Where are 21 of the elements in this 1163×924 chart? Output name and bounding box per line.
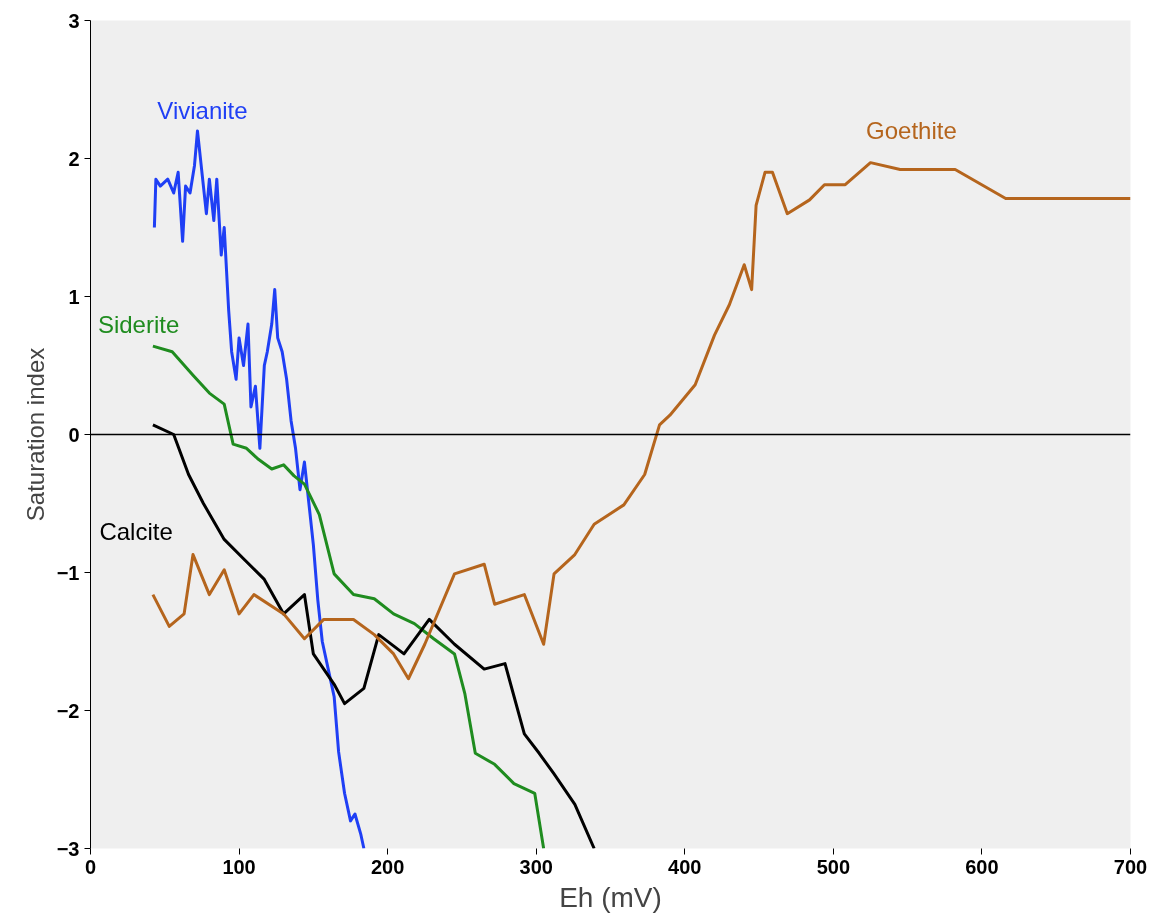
series-label: Goethite [866,117,957,145]
y-tick-label: −1 [56,561,80,584]
series-label: Vivianite [157,96,248,124]
x-tick-label: 200 [370,855,405,878]
x-tick-label: 700 [1113,855,1148,878]
y-axis-title: Saturation index [21,347,49,522]
x-tick-label: 500 [816,855,851,878]
y-tick-label: −2 [56,699,80,722]
y-tick-label: −3 [56,837,80,860]
x-tick-label: 400 [668,855,702,878]
y-tick-label: 0 [68,423,80,446]
x-tick-label: 100 [222,855,256,878]
y-tick-label: 3 [68,9,80,32]
y-tick-label: 2 [68,147,80,170]
x-tick-label: 0 [84,855,97,878]
series-label: Calcite [99,517,173,545]
x-tick-label: 600 [965,855,999,878]
series-label: Siderite [97,310,180,338]
x-axis-title: Eh (mV) [559,881,662,913]
y-tick-label: 1 [68,285,80,308]
x-tick-label: 300 [519,855,553,878]
